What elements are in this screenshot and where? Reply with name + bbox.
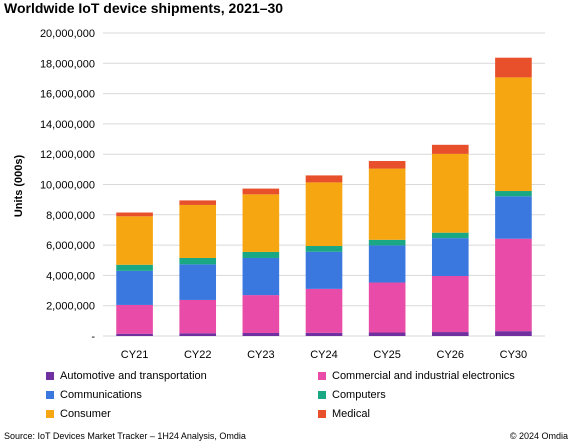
source-note: Source: IoT Devices Market Tracker – 1H2… [4,431,246,441]
legend-swatch [46,410,54,418]
chart-plot: - 2,000,000 4,000,000 6,000,000 8,000,000 10,… [13,28,545,361]
legend-item: Automotive and transportation [46,370,207,382]
x-tick-labels: CY21 CY22 CY23 CY24 CY25 CY26 CY30 [121,349,527,361]
bar-segment-cy22-series-3 [179,257,217,265]
chart-title: Worldwide IoT device shipments, 2021–30 [4,0,284,16]
bar-segment-cy26-series-2 [431,238,469,277]
bar-segment-cy24-series-5 [305,175,343,183]
bar-segment-cy30-series-4 [495,77,532,192]
x-tick-label: CY23 [247,349,275,361]
bar-segment-cy25-series-5 [368,161,406,169]
bar-segment-cy26-series-4 [431,153,469,233]
y-tick-label: 8,000,000 [46,210,95,222]
bar-segment-cy21-series-4 [116,216,153,265]
bar-segment-cy24-series-2 [305,251,343,289]
legend-item: Communications [46,389,142,401]
bar-segment-cy26-series-5 [431,144,469,154]
bar-segment-cy21-series-1 [116,304,153,334]
legend-label: Communications [60,389,142,401]
legend-label: Automotive and transportation [60,370,207,382]
y-tick-label: 6,000,000 [46,240,95,252]
bar-segment-cy26-series-0 [431,332,469,336]
bar-segment-cy25-series-0 [368,332,406,336]
bar-segment-cy30-series-5 [495,57,532,78]
y-tick-label: - [91,331,95,343]
y-tick-label: 14,000,000 [40,119,95,131]
bar-segment-cy24-series-1 [305,288,343,333]
legend-item: Medical [318,408,370,420]
y-tick-label: 12,000,000 [40,149,95,161]
x-tick-label: CY25 [373,349,401,361]
legend-item: Consumer [46,408,111,420]
x-tick-label: CY30 [500,349,528,361]
bar-segment-cy22-series-2 [179,264,217,300]
y-tick-label: 16,000,000 [40,89,95,101]
bar-segment-cy22-series-5 [179,200,217,205]
bar-segment-cy25-series-3 [368,239,406,246]
bar-segment-cy21-series-2 [116,270,153,305]
bar-segment-cy21-series-0 [116,333,153,336]
legend-label: Computers [332,389,386,401]
copyright: © 2024 Omdia [509,431,568,441]
x-tick-label: CY22 [184,349,212,361]
bar-segment-cy26-series-1 [431,276,469,333]
bar-segment-cy25-series-2 [368,245,406,283]
bar-segment-cy21-series-5 [116,212,153,217]
bar-segment-cy30-series-0 [495,331,532,336]
x-tick-label: CY26 [437,349,465,361]
y-tick-label: 10,000,000 [40,180,95,192]
bars [116,57,532,336]
bar-segment-cy23-series-1 [242,295,280,333]
bar-segment-cy22-series-0 [179,333,217,336]
bar-segment-cy25-series-4 [368,168,406,240]
y-tick-labels: - 2,000,000 4,000,000 6,000,000 8,000,000 10,… [40,28,95,343]
bar-segment-cy30-series-3 [495,191,532,197]
legend-swatch [46,391,54,399]
bar-segment-cy23-series-0 [242,332,280,336]
legend-item: Computers [318,389,386,401]
legend-swatch [318,372,326,380]
bar-segment-cy24-series-4 [305,182,343,247]
bar-segment-cy30-series-1 [495,238,532,332]
bar-segment-cy24-series-0 [305,332,343,336]
legend-swatch [46,372,54,380]
bar-segment-cy21-series-3 [116,264,153,271]
x-tick-label: CY21 [121,349,149,361]
y-tick-label: 20,000,000 [40,28,95,40]
legend-label: Consumer [60,408,111,420]
bar-segment-cy24-series-3 [305,246,343,252]
legend-swatch [318,391,326,399]
bar-segment-cy23-series-4 [242,194,280,252]
bar-segment-cy23-series-2 [242,257,280,296]
bar-segment-cy25-series-1 [368,282,406,333]
x-tick-label: CY24 [310,349,338,361]
bar-segment-cy22-series-4 [179,204,217,258]
y-tick-label: 18,000,000 [40,58,95,70]
legend-swatch [318,410,326,418]
y-tick-label: 2,000,000 [46,301,95,313]
y-tick-label: 4,000,000 [46,270,95,282]
legend-label: Medical [332,408,370,420]
bar-segment-cy22-series-1 [179,299,217,334]
bar-segment-cy30-series-2 [495,196,532,239]
legend-label: Commercial and industrial electronics [332,370,515,382]
bar-segment-cy26-series-3 [431,232,469,239]
bar-segment-cy23-series-5 [242,188,280,195]
bar-segment-cy23-series-3 [242,251,280,258]
y-axis-title: Units (000s) [13,154,25,217]
legend-item: Commercial and industrial electronics [318,370,515,382]
